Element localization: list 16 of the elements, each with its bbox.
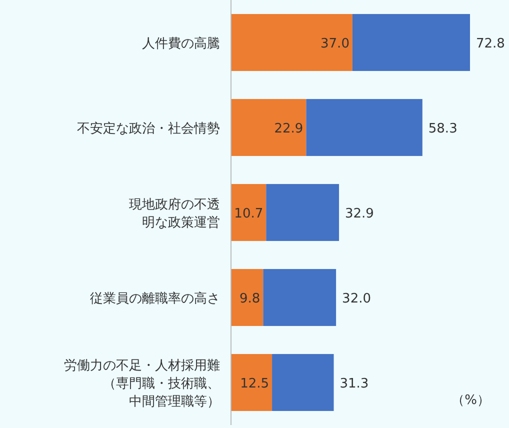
data-label: 10.7 bbox=[234, 206, 264, 222]
total-label: 31.3 bbox=[340, 376, 369, 392]
y-tick-label: 人件費の高騰 bbox=[142, 36, 220, 52]
y-tick-label: 労働力の不足・人材採用難（専門職・技術職、中間管理職等） bbox=[64, 358, 220, 410]
data-label: 22.9 bbox=[274, 122, 304, 136]
data-label: 9.8 bbox=[239, 292, 260, 306]
total-label: 32.9 bbox=[345, 206, 374, 222]
y-tick-label: 従業員の離職率の高さ bbox=[90, 290, 220, 306]
data-label: 37.0 bbox=[320, 36, 350, 52]
total-label: 58.3 bbox=[428, 122, 458, 136]
total-label: 72.8 bbox=[476, 36, 505, 52]
y-tick-label: 不安定な政治・社会情勢 bbox=[77, 120, 220, 136]
annotation: （%） bbox=[452, 393, 490, 408]
y-tick-label: 現地政府の不透明な政策運営 bbox=[129, 196, 220, 230]
total-label: 32.0 bbox=[342, 292, 372, 306]
data-label: 12.5 bbox=[240, 376, 270, 392]
